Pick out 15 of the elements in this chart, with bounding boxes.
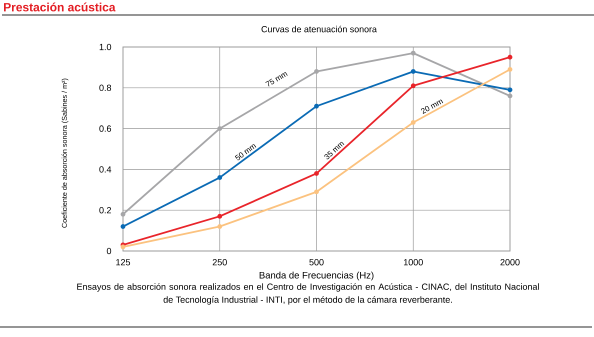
y-tick-label: 0.6 bbox=[99, 125, 112, 132]
chart-subtitle: Curvas de atenuación sonora bbox=[262, 26, 377, 32]
x-tick-label: 125 bbox=[116, 259, 130, 266]
y-tick-label: 0 bbox=[106, 248, 112, 254]
y-tick-label: 0.2 bbox=[99, 207, 112, 214]
y-tick-label: 0.4 bbox=[99, 166, 112, 173]
x-axis-title: Banda de Frecuencias (Hz) bbox=[260, 272, 374, 280]
x-tick-label: 1000 bbox=[404, 259, 423, 266]
x-tick-label: 500 bbox=[309, 259, 324, 266]
y-tick-label: 1.0 bbox=[100, 44, 112, 50]
x-tick-label: 250 bbox=[212, 259, 227, 266]
text: Ensayos de absorción sonora realizados en el Centro de Investigación en Acústica - CINAC, del Instituto Nacional de Tecnología Industrial - INTI, por el método de la cámara reverberante. bbox=[77, 283, 539, 305]
chart-title: Prestación acústica bbox=[4, 2, 116, 12]
x-tick-label: 2000 bbox=[500, 259, 520, 266]
y-tick-label: 0.8 bbox=[99, 84, 112, 91]
